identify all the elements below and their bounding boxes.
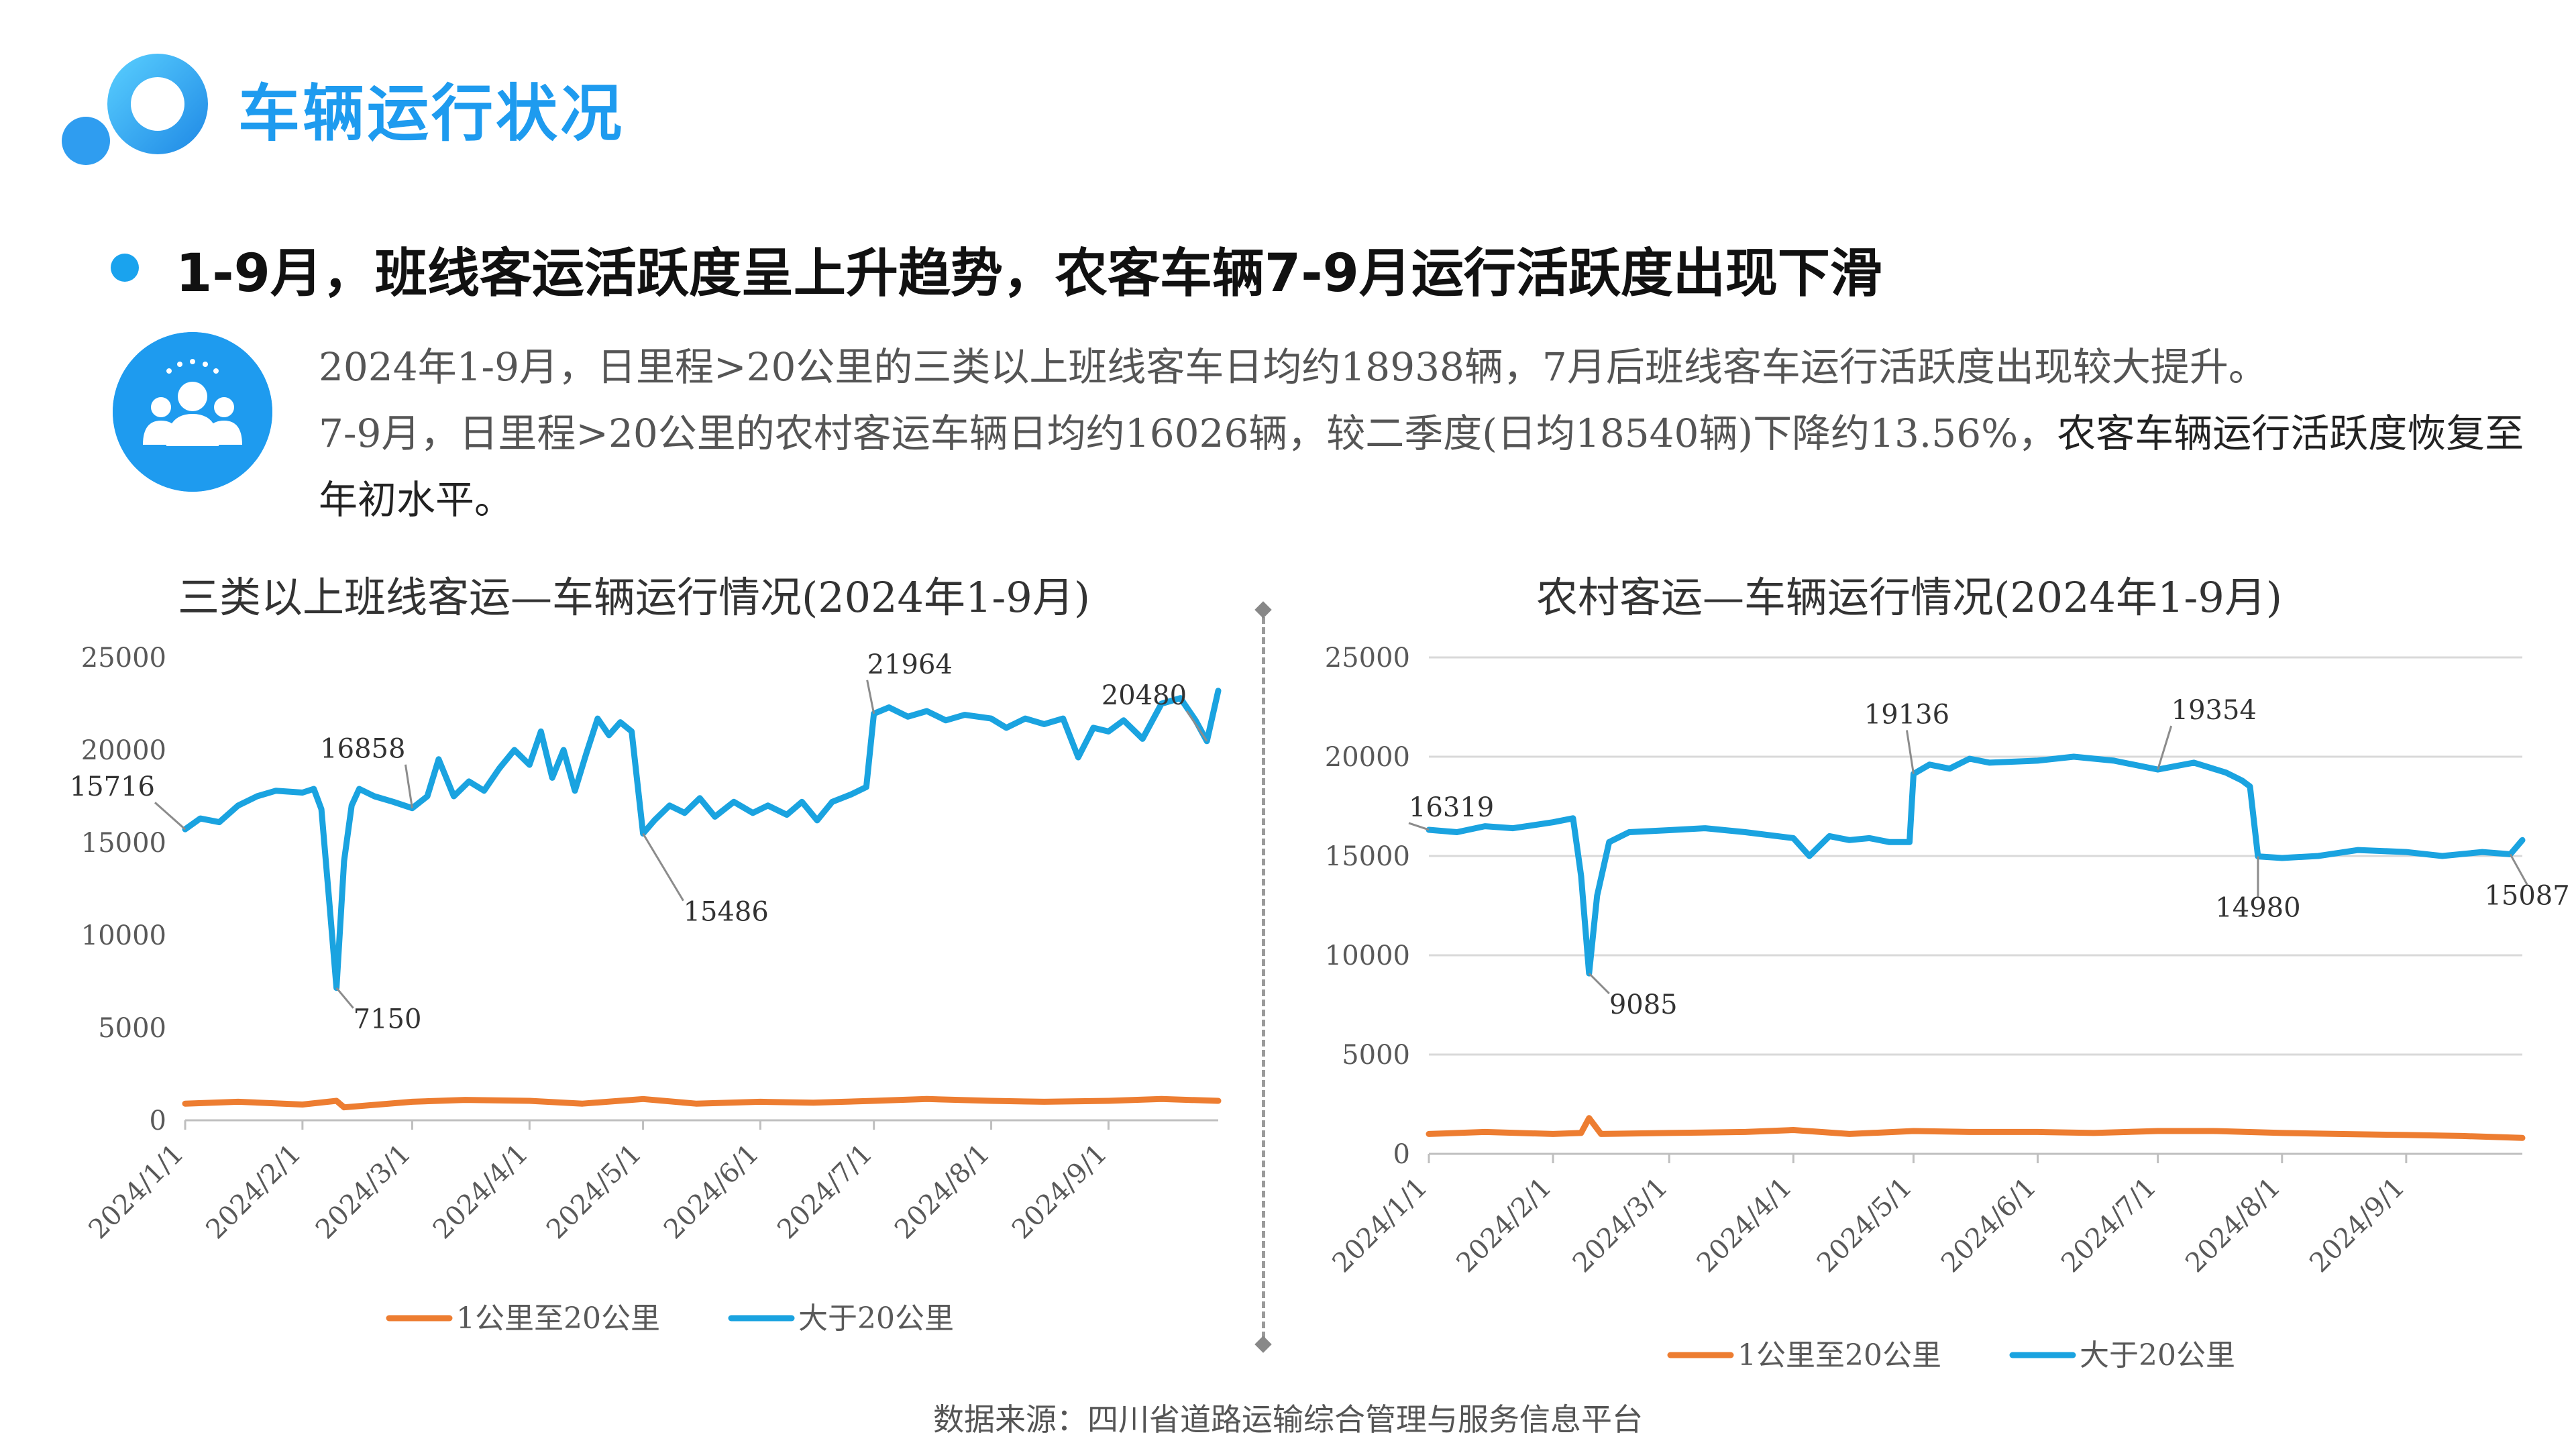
annotation-leader [404,764,413,808]
x-tick-label: 2024/2/1 [200,1138,307,1246]
y-tick-label: 20000 [1325,742,1410,773]
x-tick-label: 2024/9/1 [2304,1172,2411,1279]
chart-1: 0 5000 10000 15000 20000 25000 2024/1/1 2024/2/… [1325,643,2570,1373]
x-tick-label: 2024/4/1 [1691,1172,1799,1279]
chart-right-title: 农村客运—车辆运行情况(2024年1-9月) [1536,573,2283,622]
annotation-leader [2509,853,2528,885]
data-label: 15486 [684,897,769,928]
annotation-leader [642,833,684,902]
annotation-leader [1185,710,1208,742]
data-label: 19136 [1864,700,1949,731]
summary-text: 2024年1-9月，日里程>20公里的三类以上班线客车日均约18938辆，7月后… [319,334,2553,533]
x-tick-label: 2024/2/1 [1451,1172,1558,1279]
series-line-long [1426,753,2526,977]
people-group-icon [113,332,272,492]
data-source: 数据来源：四川省道路运输综合管理与服务信息平台 [933,1401,1643,1438]
data-label: 16319 [1409,792,1494,823]
y-tick-label: 25000 [1325,643,1410,674]
annotation-leader [1588,973,1610,995]
x-tick-label: 2024/3/1 [310,1138,417,1246]
annotation-leader [866,680,875,714]
data-label: 20480 [1102,680,1187,711]
data-label: 15087 [2484,880,2569,911]
x-tick-label: 2024/6/1 [1935,1172,2043,1279]
legend-label: 大于20公里 [2080,1338,2235,1373]
annotation-leader [154,802,186,830]
headline: 1-9月，班线客运活跃度呈上升趋势，农客车辆7-9月运行活跃度出现下滑 [176,244,1882,304]
y-tick-label: 15000 [81,828,166,859]
x-tick-label: 2024/4/1 [427,1138,535,1246]
series-line-short [182,1095,1222,1111]
legend-label: 1公里至20公里 [1737,1338,1941,1373]
x-tick-label: 2024/7/1 [771,1138,879,1246]
data-label: 7150 [354,1004,422,1035]
page-title: 车辆运行状况 [238,78,625,150]
y-tick-label: 0 [1393,1139,1410,1170]
x-tick-label: 2024/6/1 [658,1138,765,1246]
chart-left-title: 三类以上班线客运—车辆运行情况(2024年1-9月) [178,573,1091,622]
x-tick-label: 2024/1/1 [1327,1172,1434,1279]
x-tick-label: 2024/8/1 [889,1138,996,1246]
legend-label: 大于20公里 [798,1301,954,1336]
data-label: 16858 [320,734,405,765]
x-tick-label: 2024/1/1 [83,1138,191,1246]
legend-label: 1公里至20公里 [456,1301,660,1336]
annotation-leader [335,987,354,1009]
x-tick-label: 2024/3/1 [1567,1172,1674,1279]
annotation-leader [1408,822,1430,831]
brand-logo-icon [62,54,208,165]
x-tick-label: 2024/7/1 [2055,1172,2163,1279]
y-tick-label: 5000 [98,1013,166,1044]
summary-line-1: 2024年1-9月，日里程>20公里的三类以上班线客车日均约18938辆，7月后… [319,344,2267,390]
x-tick-label: 2024/5/1 [541,1138,648,1246]
x-tick-label: 2024/8/1 [2180,1172,2287,1279]
data-label: 19354 [2171,695,2257,726]
chart-0: 0 5000 10000 15000 20000 25000 2024/1/1 2024/2/… [70,643,1222,1336]
data-label: 9085 [1609,989,1678,1020]
y-tick-label: 15000 [1325,841,1410,872]
data-label: 21964 [867,649,953,680]
summary-line-2b: 农客车辆运行活跃度恢复至年初水平。 [319,411,2524,523]
summary-line-2a: 7-9月，日里程>20公里的农村客运车辆日均约16026辆，较二季度(日均185… [319,411,2057,456]
data-label: 15716 [70,771,155,802]
y-tick-label: 10000 [1325,941,1410,971]
y-tick-label: 0 [150,1106,166,1136]
y-tick-label: 5000 [1342,1040,1410,1071]
x-tick-label: 2024/9/1 [1006,1138,1114,1246]
x-tick-label: 2024/5/1 [1811,1172,1919,1279]
chart-divider [1262,607,1265,1348]
annotation-leader [1905,730,1915,774]
series-line-short [1426,1115,2526,1141]
y-tick-label: 20000 [81,735,166,766]
series-line-long [182,688,1222,991]
summary-line-2: 7-9月，日里程>20公里的农村客运车辆日均约16026辆，较二季度(日均185… [319,400,2553,533]
bullet-dot-icon [111,254,139,282]
annotation-leader [2157,725,2173,770]
y-tick-label: 25000 [81,643,166,674]
y-tick-label: 10000 [81,920,166,951]
data-label: 14980 [2215,893,2300,924]
